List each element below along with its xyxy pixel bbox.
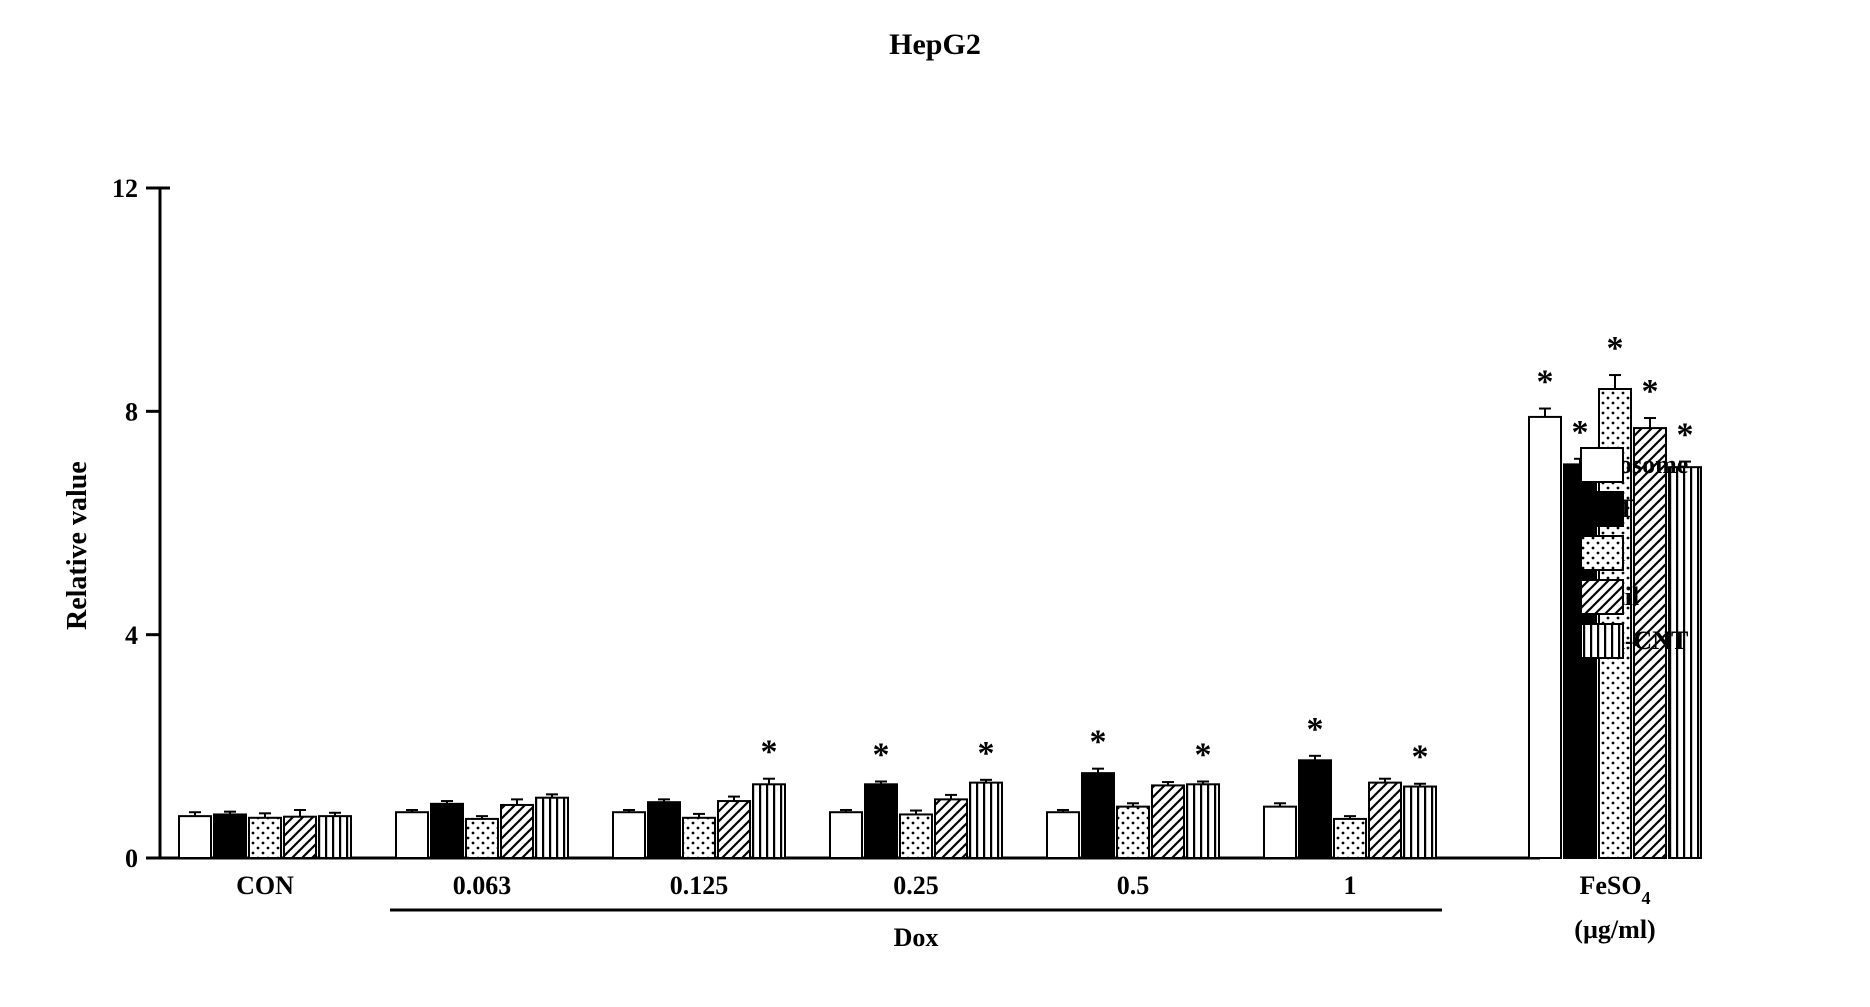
- bar-cnt: [865, 784, 897, 858]
- significance-marker: *: [761, 734, 778, 771]
- bar-liposome: [396, 812, 428, 858]
- group-label: 0.063: [453, 871, 512, 900]
- bar-doxil: [718, 801, 750, 858]
- legend-item-cnt: CNT: [1580, 494, 1688, 524]
- group-label: 0.125: [670, 871, 729, 900]
- bar-liposome: [613, 812, 645, 858]
- significance-marker: *: [1642, 373, 1659, 410]
- bar-doxil: [501, 805, 533, 858]
- bar-doxcnt: [319, 816, 351, 858]
- legend-item-dox: Dox: [1580, 538, 1688, 568]
- legend-swatch-liposome: [1580, 447, 1624, 483]
- bar-cnt: [1299, 760, 1331, 858]
- y-tick-label: 0: [125, 844, 138, 873]
- bar-liposome: [1047, 812, 1079, 858]
- bar-cnt: [648, 802, 680, 858]
- significance-marker: *: [1090, 724, 1107, 761]
- legend-item-doxcnt: Dox-CNT: [1580, 626, 1688, 656]
- bar-doxcnt: [753, 784, 785, 858]
- page: HepG2 Relative value 04812CON0.063*0.125…: [0, 0, 1870, 1007]
- bar-liposome: [179, 816, 211, 858]
- significance-marker: *: [1677, 417, 1694, 454]
- bar-doxil: [1152, 785, 1184, 858]
- bar-dox: [1117, 807, 1149, 858]
- bar-doxil: [935, 799, 967, 858]
- bar-dox: [1334, 819, 1366, 858]
- significance-marker: *: [873, 737, 890, 774]
- legend-swatch-cnt: [1580, 491, 1624, 527]
- bar-doxil: [284, 817, 316, 858]
- group-label-feso4: FeSO4: [1579, 871, 1650, 908]
- dox-bracket-label: Dox: [894, 923, 939, 952]
- bar-doxcnt: [1404, 787, 1436, 858]
- group-label: CON: [236, 871, 294, 900]
- significance-marker: *: [978, 735, 995, 772]
- y-tick-label: 8: [125, 397, 138, 426]
- y-tick-label: 12: [112, 174, 138, 203]
- bar-doxil: [1369, 783, 1401, 858]
- legend-item-doxil: Doxil: [1580, 582, 1688, 612]
- significance-marker: *: [1195, 737, 1212, 774]
- group-label: 1: [1344, 871, 1357, 900]
- bar-doxcnt: [1187, 784, 1219, 858]
- bar-liposome: [1264, 807, 1296, 858]
- group-label: 0.25: [893, 871, 939, 900]
- bar-cnt: [431, 804, 463, 858]
- legend-item-liposome: Liposome: [1580, 450, 1688, 480]
- bar-dox: [683, 818, 715, 858]
- bar-doxcnt: [970, 783, 1002, 858]
- significance-marker: *: [1412, 739, 1429, 776]
- bar-liposome: [1529, 417, 1561, 858]
- bar-liposome: [830, 812, 862, 858]
- legend-swatch-doxil: [1580, 579, 1624, 615]
- significance-marker: *: [1307, 711, 1324, 748]
- bar-cnt: [214, 814, 246, 858]
- legend: Liposome CNT Dox Doxil Dox-CNT: [1580, 450, 1688, 670]
- bar-dox: [249, 818, 281, 858]
- legend-swatch-doxcnt: [1580, 623, 1624, 659]
- bar-dox: [466, 819, 498, 858]
- y-tick-label: 4: [125, 621, 138, 650]
- bar-doxcnt: [536, 798, 568, 858]
- significance-marker: *: [1537, 364, 1554, 401]
- unit-label: (µg/ml): [1574, 915, 1655, 944]
- significance-marker: *: [1572, 414, 1589, 451]
- bar-cnt: [1082, 773, 1114, 858]
- bar-dox: [900, 814, 932, 858]
- significance-marker: *: [1607, 330, 1624, 367]
- group-label: 0.5: [1117, 871, 1150, 900]
- legend-swatch-dox: [1580, 535, 1624, 571]
